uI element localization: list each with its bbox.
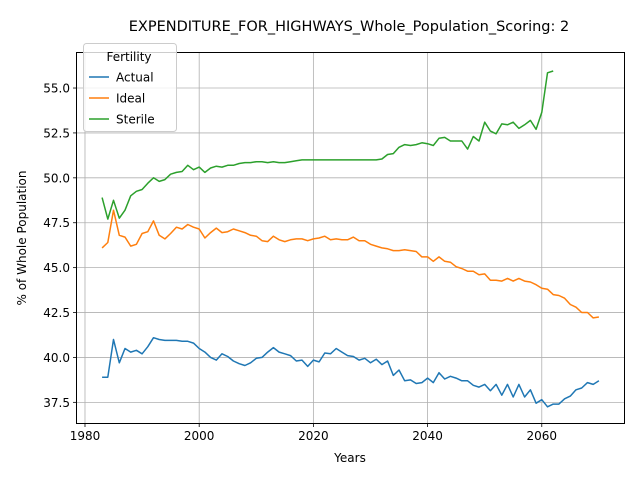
- legend-entries: Actual Ideal Sterile: [89, 71, 155, 127]
- y-tick-label: 40.0: [43, 351, 70, 365]
- plot-frame: [76, 52, 625, 424]
- y-tick-label: 37.5: [43, 396, 70, 410]
- x-tick-label: 1980: [70, 429, 101, 443]
- x-tick-label: 2040: [412, 429, 443, 443]
- series-line-ideal: [101, 209, 600, 319]
- y-axis-ticks: 37.5 40.0 42.5 45.0 47.5 50.0 52.5 55.0: [43, 82, 77, 410]
- x-tick-label: 2060: [527, 429, 558, 443]
- plot-series: [101, 70, 600, 408]
- legend-title: Fertility: [106, 50, 151, 64]
- series-line-sterile: [101, 70, 554, 220]
- series-line-actual: [102, 336, 600, 408]
- legend-label-ideal: Ideal: [116, 92, 145, 106]
- legend-box: [83, 43, 177, 132]
- legend: Fertility Actual Ideal Sterile: [83, 43, 177, 132]
- x-tick-label: 2020: [298, 429, 329, 443]
- x-axis-label: Years: [333, 451, 366, 465]
- y-tick-label: 52.5: [43, 126, 70, 140]
- y-tick-label: 55.0: [43, 82, 70, 96]
- legend-label-actual: Actual: [116, 71, 154, 85]
- y-tick-label: 42.5: [43, 306, 70, 320]
- y-axis-label: % of Whole Population: [15, 171, 29, 306]
- y-tick-label: 47.5: [43, 216, 70, 230]
- x-axis-ticks: 1980 2000 2020 2040 2060: [70, 423, 557, 443]
- y-tick-label: 50.0: [43, 171, 70, 185]
- legend-label-sterile: Sterile: [116, 113, 155, 127]
- x-tick-label: 2000: [184, 429, 215, 443]
- chart-title: EXPENDITURE_FOR_HIGHWAYS_Whole_Populatio…: [129, 19, 569, 35]
- y-tick-label: 45.0: [43, 261, 70, 275]
- grid: [77, 53, 624, 423]
